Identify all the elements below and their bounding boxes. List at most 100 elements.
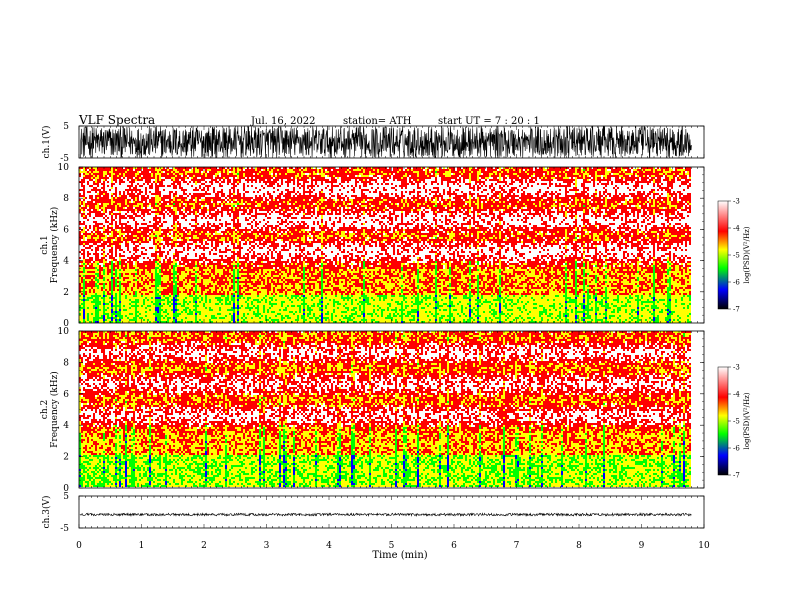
sp1-cell bbox=[619, 169, 621, 171]
sp1-cell bbox=[221, 173, 223, 175]
sp1-cell bbox=[685, 169, 687, 171]
sp1-cell bbox=[623, 171, 625, 173]
sp1-cell bbox=[123, 169, 125, 171]
sp1-cell bbox=[583, 169, 585, 171]
sp1-cell bbox=[297, 173, 299, 175]
sp1-cell bbox=[595, 169, 597, 171]
sp1-cell bbox=[495, 169, 497, 171]
sp1-cell bbox=[183, 169, 185, 171]
sp1-cell bbox=[217, 171, 219, 173]
sp1-cell bbox=[459, 169, 461, 171]
sp1-cell bbox=[127, 169, 129, 171]
vlf-figure: VLF Spectra Jul. 16, 2022 station= ATH s… bbox=[0, 0, 792, 612]
sp1-cell bbox=[239, 173, 241, 175]
sp1-cell bbox=[673, 171, 675, 173]
sp1-cell bbox=[493, 169, 495, 171]
sp1-cell bbox=[327, 173, 329, 175]
sp1-cell bbox=[309, 169, 311, 171]
sp1-cell bbox=[199, 171, 201, 173]
sp1-cell bbox=[335, 173, 337, 175]
sp1-cell bbox=[175, 171, 177, 173]
sp1-cell bbox=[227, 173, 229, 175]
sp1-cell bbox=[589, 169, 591, 171]
sp1-cell bbox=[355, 171, 357, 173]
sp1-cell bbox=[377, 171, 379, 173]
sp1-cell bbox=[483, 171, 485, 173]
sp1-cell bbox=[251, 173, 253, 175]
sp1-cell bbox=[669, 171, 671, 173]
sp1-cell bbox=[177, 173, 179, 175]
sp1-cell bbox=[431, 169, 433, 171]
sp1-cell bbox=[173, 173, 175, 175]
sp1-cell bbox=[385, 173, 387, 175]
sp1-cell bbox=[315, 171, 317, 173]
sp1-cell bbox=[485, 171, 487, 173]
sp1-cell bbox=[333, 171, 335, 173]
sp1-cell bbox=[163, 169, 165, 171]
sp1-cell bbox=[363, 169, 365, 171]
sp1-cell bbox=[357, 171, 359, 173]
sp1-cell bbox=[561, 171, 563, 173]
sp1-cell bbox=[587, 169, 589, 171]
sp1-cell bbox=[461, 171, 463, 173]
sp1-cell bbox=[667, 169, 669, 171]
sp1-cell bbox=[409, 171, 411, 173]
sp1-cell bbox=[357, 169, 359, 171]
sp1-cell bbox=[191, 173, 193, 175]
sp1-cell bbox=[639, 171, 641, 173]
sp1-cell bbox=[583, 171, 585, 173]
sp1-cell bbox=[291, 173, 293, 175]
sp1-cell bbox=[311, 169, 313, 171]
sp1-cell bbox=[181, 169, 183, 171]
ch1-spectrogram-panel: 0246810ch.1 Frequency (kHz) bbox=[40, 163, 704, 329]
sp1-cell bbox=[563, 171, 565, 173]
sp1-cell bbox=[397, 171, 399, 173]
sp1-cell bbox=[621, 169, 623, 171]
sp1-cell bbox=[415, 171, 417, 173]
sp1-cell bbox=[211, 173, 213, 175]
sp1-cell bbox=[375, 171, 377, 173]
sp1-cell bbox=[107, 173, 109, 175]
sp1-cell bbox=[483, 169, 485, 171]
sp1-cell bbox=[329, 173, 331, 175]
sp1-cell bbox=[253, 169, 255, 171]
sp1-cell bbox=[519, 171, 521, 173]
sp1-cell bbox=[113, 171, 115, 173]
sp1-cell bbox=[299, 171, 301, 173]
sp1-cell bbox=[417, 169, 419, 171]
sp1-cell bbox=[337, 173, 339, 175]
sp1-cell bbox=[199, 169, 201, 171]
sp1-cell bbox=[263, 171, 265, 173]
sp1-cell bbox=[109, 171, 111, 173]
sp1-cell bbox=[359, 173, 361, 175]
sp1-cell bbox=[179, 173, 181, 175]
sp1-cell bbox=[623, 169, 625, 171]
sp1-cell bbox=[327, 169, 329, 171]
sp1-cell bbox=[149, 169, 151, 171]
sp1-cell bbox=[333, 173, 335, 175]
sp1-cell bbox=[617, 169, 619, 171]
sp1-cell bbox=[507, 171, 509, 173]
sp1-cell bbox=[121, 169, 123, 171]
sp1-cell bbox=[179, 169, 181, 171]
sp1-cell bbox=[643, 171, 645, 173]
sp1-cell bbox=[473, 169, 475, 171]
sp1-cell bbox=[267, 171, 269, 173]
sp1-cell bbox=[165, 173, 167, 175]
sp1-cell bbox=[223, 173, 225, 175]
sp1-cell bbox=[237, 169, 239, 171]
sp1-cell bbox=[487, 171, 489, 173]
sp1-cell bbox=[137, 169, 139, 171]
sp1-cell bbox=[143, 171, 145, 173]
sp1-cell bbox=[97, 171, 99, 173]
sp1-cell bbox=[637, 171, 639, 173]
sp1-cell bbox=[569, 171, 571, 173]
sp1-cell bbox=[687, 171, 689, 173]
sp1-cell bbox=[187, 173, 189, 175]
sp1-cell bbox=[183, 171, 185, 173]
sp1-cell bbox=[149, 173, 151, 175]
sp1-cell bbox=[105, 173, 107, 175]
sp1-cell bbox=[627, 169, 629, 171]
sp1-cell bbox=[341, 169, 343, 171]
sp1-cell bbox=[99, 169, 101, 171]
